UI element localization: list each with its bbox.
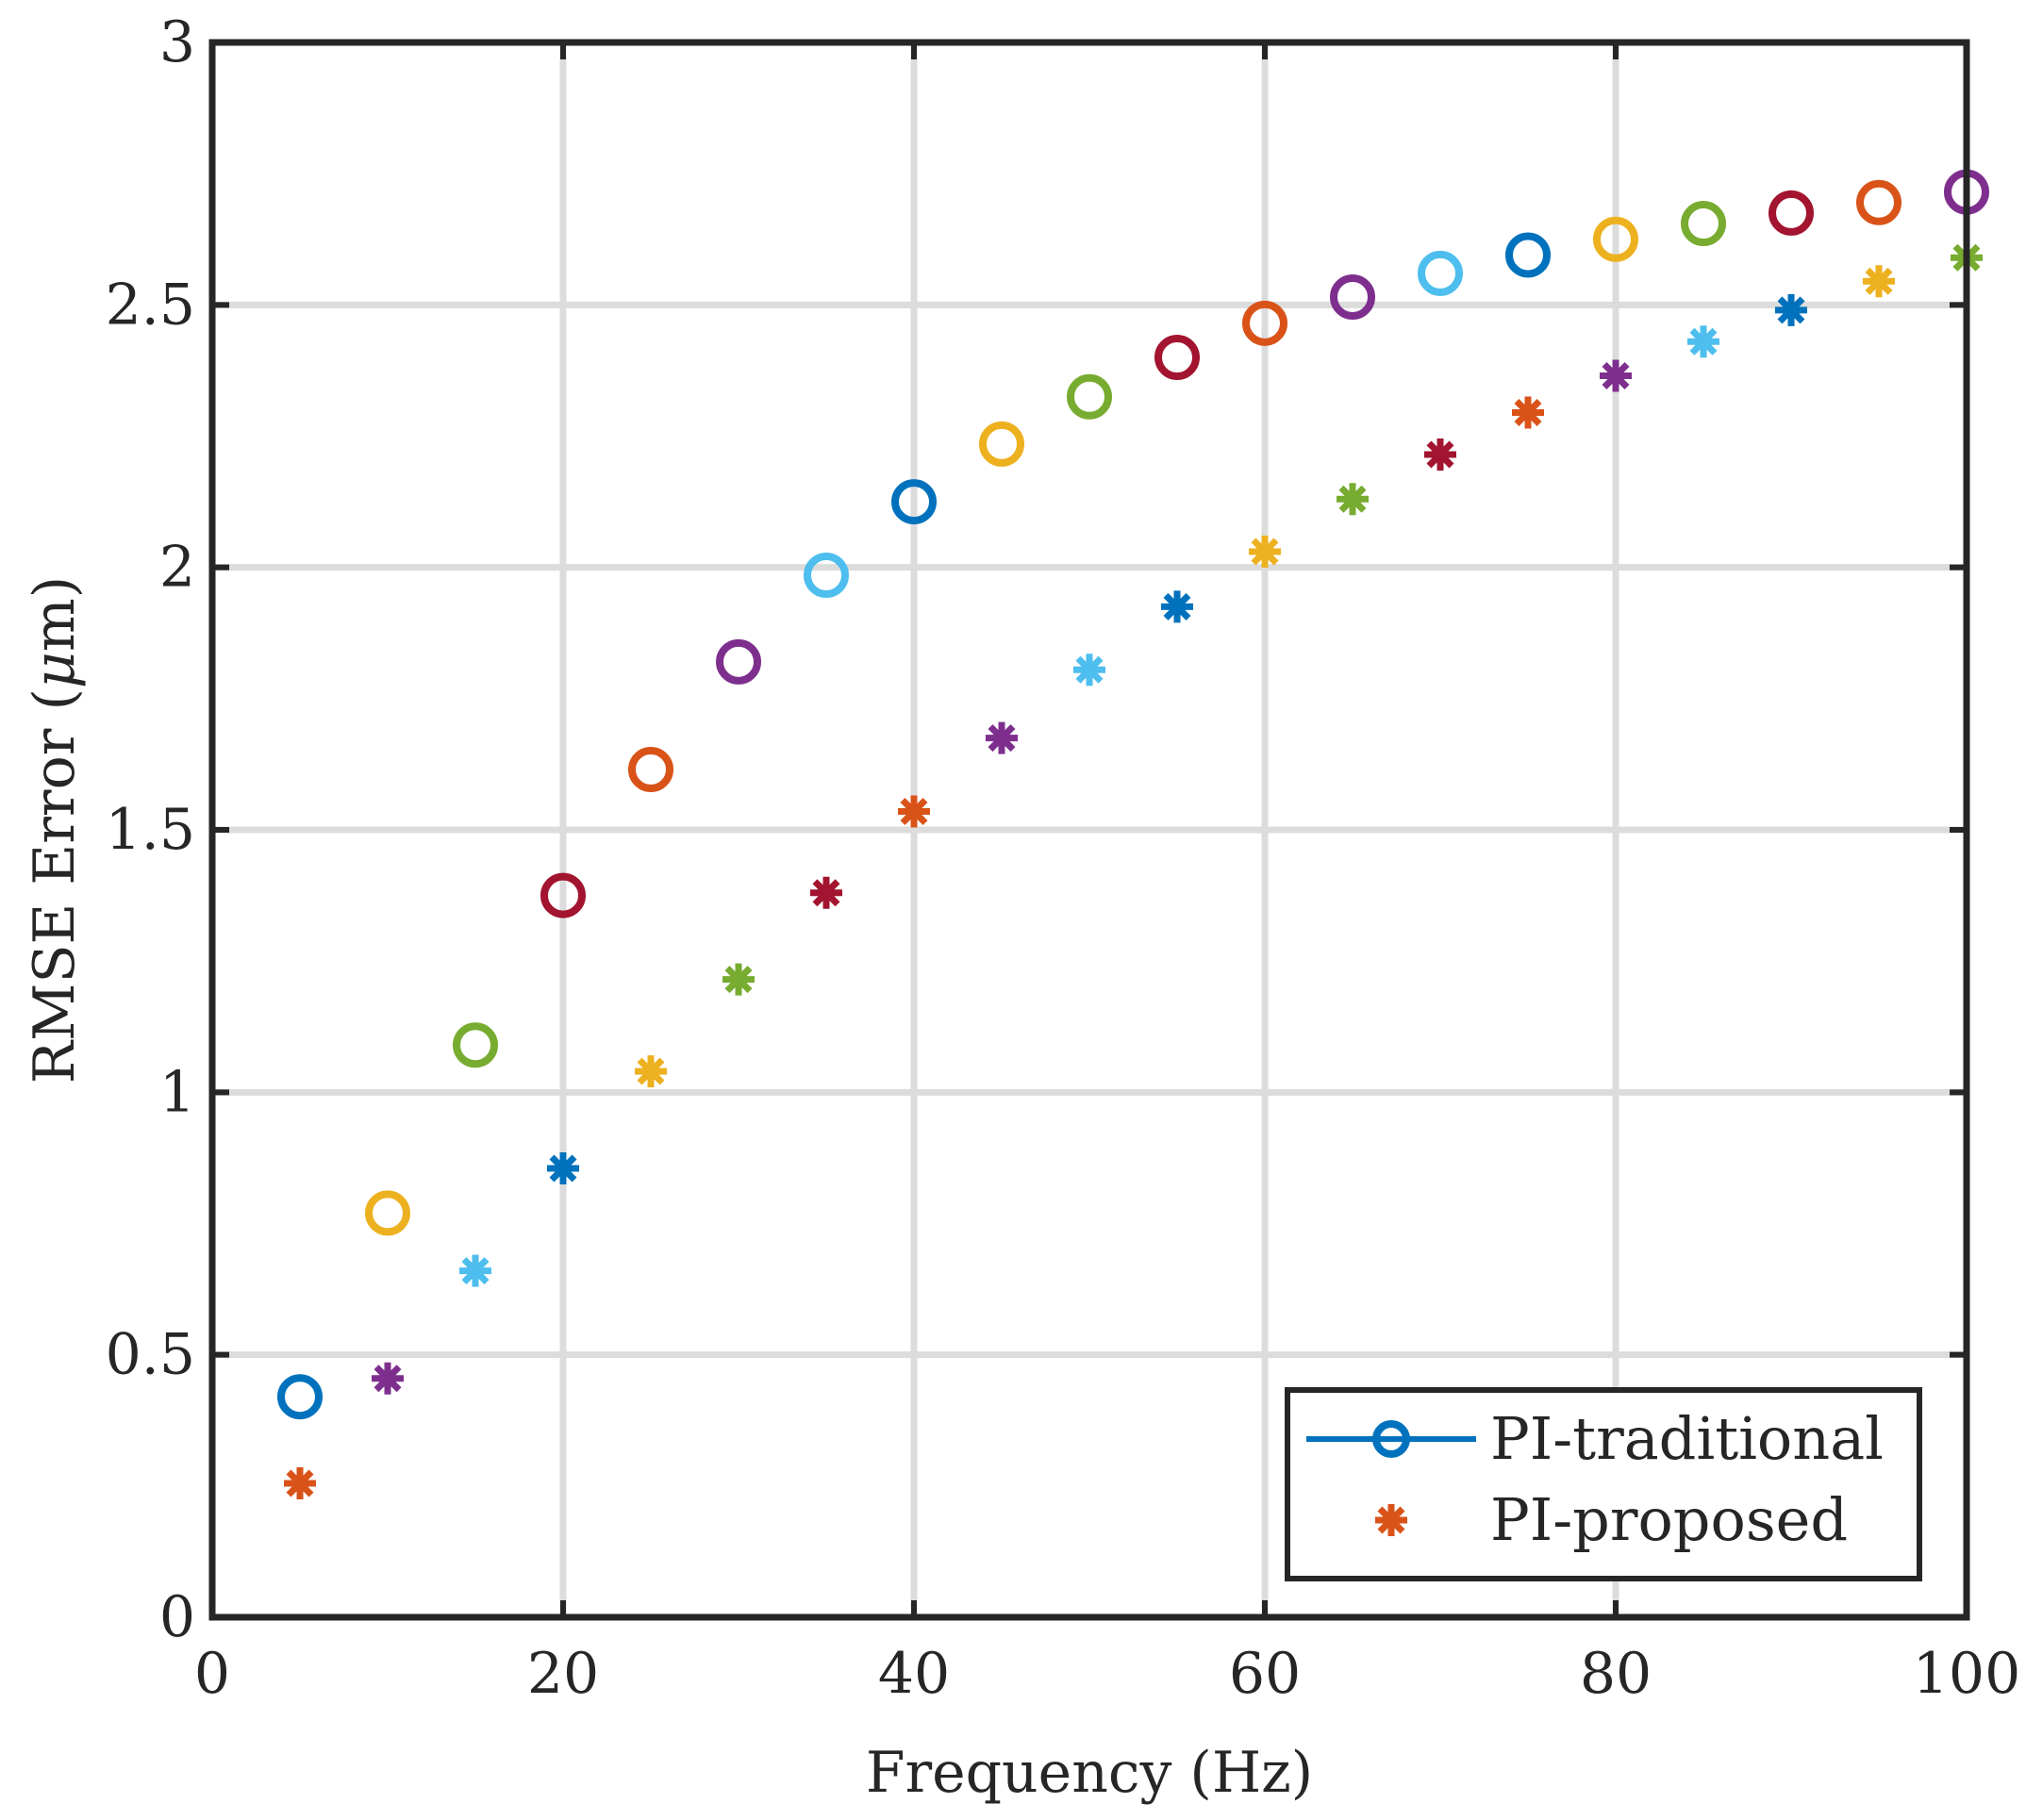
- point-pi-traditional: [1418, 250, 1463, 296]
- y-axis-title: RMSE Error (μm): [22, 576, 88, 1084]
- x-tick-label: 100: [1913, 1641, 2021, 1707]
- point-pi-traditional: [1593, 216, 1638, 262]
- point-pi-proposed: [1512, 396, 1544, 429]
- point-pi-traditional: [1330, 273, 1375, 320]
- y-axis-title-symbol: μ: [22, 652, 88, 688]
- ticks-layer: [209, 40, 1969, 1620]
- y-tick-label: 1: [159, 1059, 195, 1125]
- point-pi-traditional: [716, 638, 761, 685]
- asterisk-core: [641, 1062, 660, 1081]
- asterisk-core: [1255, 542, 1274, 561]
- point-pi-proposed: [986, 721, 1018, 754]
- legend-item-pi-proposed: PI-proposed: [1375, 1485, 1848, 1554]
- y-tick-label: 2: [159, 535, 195, 601]
- point-pi-proposed: [547, 1152, 579, 1185]
- asterisk-core: [1694, 332, 1713, 351]
- x-tick-label: 40: [878, 1641, 950, 1707]
- point-pi-traditional: [277, 1374, 323, 1420]
- x-tick-labels: 0 20 40 60 80 100: [194, 1641, 2020, 1707]
- asterisk-core: [466, 1262, 485, 1280]
- asterisk-core: [291, 1474, 309, 1493]
- point-pi-traditional: [1681, 201, 1726, 247]
- y-tick-label: 1.5: [106, 797, 195, 863]
- point-pi-proposed: [1775, 293, 1807, 326]
- point-pi-traditional: [891, 479, 937, 525]
- y-tick-label: 0.5: [106, 1322, 195, 1388]
- point-pi-traditional: [1154, 335, 1200, 380]
- point-pi-traditional: [453, 1022, 498, 1068]
- point-pi-proposed: [898, 795, 930, 828]
- x-axis-title: Frequency (Hz): [866, 1740, 1313, 1806]
- asterisk-core: [992, 729, 1011, 747]
- y-tick-label: 3: [159, 9, 195, 75]
- asterisk-core: [905, 802, 923, 820]
- point-pi-traditional: [1856, 179, 1901, 225]
- point-pi-traditional: [1769, 190, 1814, 236]
- asterisk-core: [1519, 404, 1537, 422]
- point-pi-traditional: [1505, 232, 1551, 278]
- point-pi-proposed: [810, 876, 842, 909]
- y-tick-label: 2.5: [106, 272, 195, 338]
- asterisk-core: [1382, 1511, 1401, 1530]
- asterisk-core: [554, 1159, 573, 1178]
- legend-item-pi-traditional: PI-traditional: [1306, 1404, 1884, 1473]
- point-pi-proposed: [1249, 535, 1281, 568]
- legend-label-pi-traditional: PI-traditional: [1490, 1404, 1884, 1473]
- asterisk-core: [1343, 489, 1362, 508]
- point-pi-proposed: [1161, 590, 1193, 623]
- legend-marker-asterisk: [1375, 1504, 1407, 1536]
- point-pi-proposed: [1687, 325, 1719, 358]
- point-pi-proposed: [1600, 359, 1632, 392]
- data-points-layer: [277, 169, 1989, 1500]
- asterisk-core: [817, 884, 836, 902]
- point-pi-traditional: [804, 553, 849, 599]
- point-pi-proposed: [1863, 265, 1895, 298]
- x-tick-label: 0: [194, 1641, 230, 1707]
- point-pi-traditional: [628, 746, 673, 792]
- x-tick-label: 80: [1580, 1641, 1652, 1707]
- point-pi-proposed: [284, 1467, 316, 1500]
- y-tick-label: 0: [159, 1584, 195, 1650]
- point-pi-proposed: [722, 963, 755, 996]
- legend-marker-circle: [1372, 1420, 1410, 1458]
- asterisk-core: [1606, 367, 1625, 385]
- x-tick-label: 60: [1229, 1641, 1301, 1707]
- y-axis-title-tail: m): [22, 576, 88, 652]
- point-pi-proposed: [635, 1055, 667, 1088]
- grid-layer: [212, 42, 1967, 1617]
- legend: PI-traditional PI-proposed: [1285, 1387, 1922, 1581]
- point-pi-traditional: [540, 872, 586, 918]
- asterisk-core: [1168, 598, 1187, 616]
- asterisk-core: [378, 1369, 397, 1388]
- point-pi-proposed: [1424, 438, 1456, 471]
- point-pi-proposed: [459, 1254, 491, 1287]
- asterisk-core: [1782, 301, 1801, 320]
- asterisk-core: [1080, 660, 1099, 679]
- asterisk-core: [729, 970, 748, 988]
- legend-label-pi-proposed: PI-proposed: [1490, 1485, 1848, 1554]
- point-pi-proposed: [1337, 483, 1369, 516]
- point-pi-traditional: [1067, 373, 1112, 420]
- asterisk-core: [1431, 445, 1450, 464]
- y-tick-labels: 0 0.5 1 1.5 2 2.5 3: [106, 9, 195, 1650]
- point-pi-traditional: [1242, 300, 1287, 346]
- asterisk-core: [1869, 272, 1888, 290]
- legend-asterisk-shape: [1375, 1504, 1407, 1536]
- x-tick-label: 20: [527, 1641, 599, 1707]
- point-pi-proposed: [1073, 654, 1105, 687]
- point-pi-traditional: [365, 1190, 410, 1236]
- y-axis-title-main: RMSE Error (: [22, 688, 88, 1084]
- point-pi-traditional: [979, 421, 1024, 467]
- point-pi-proposed: [372, 1362, 404, 1395]
